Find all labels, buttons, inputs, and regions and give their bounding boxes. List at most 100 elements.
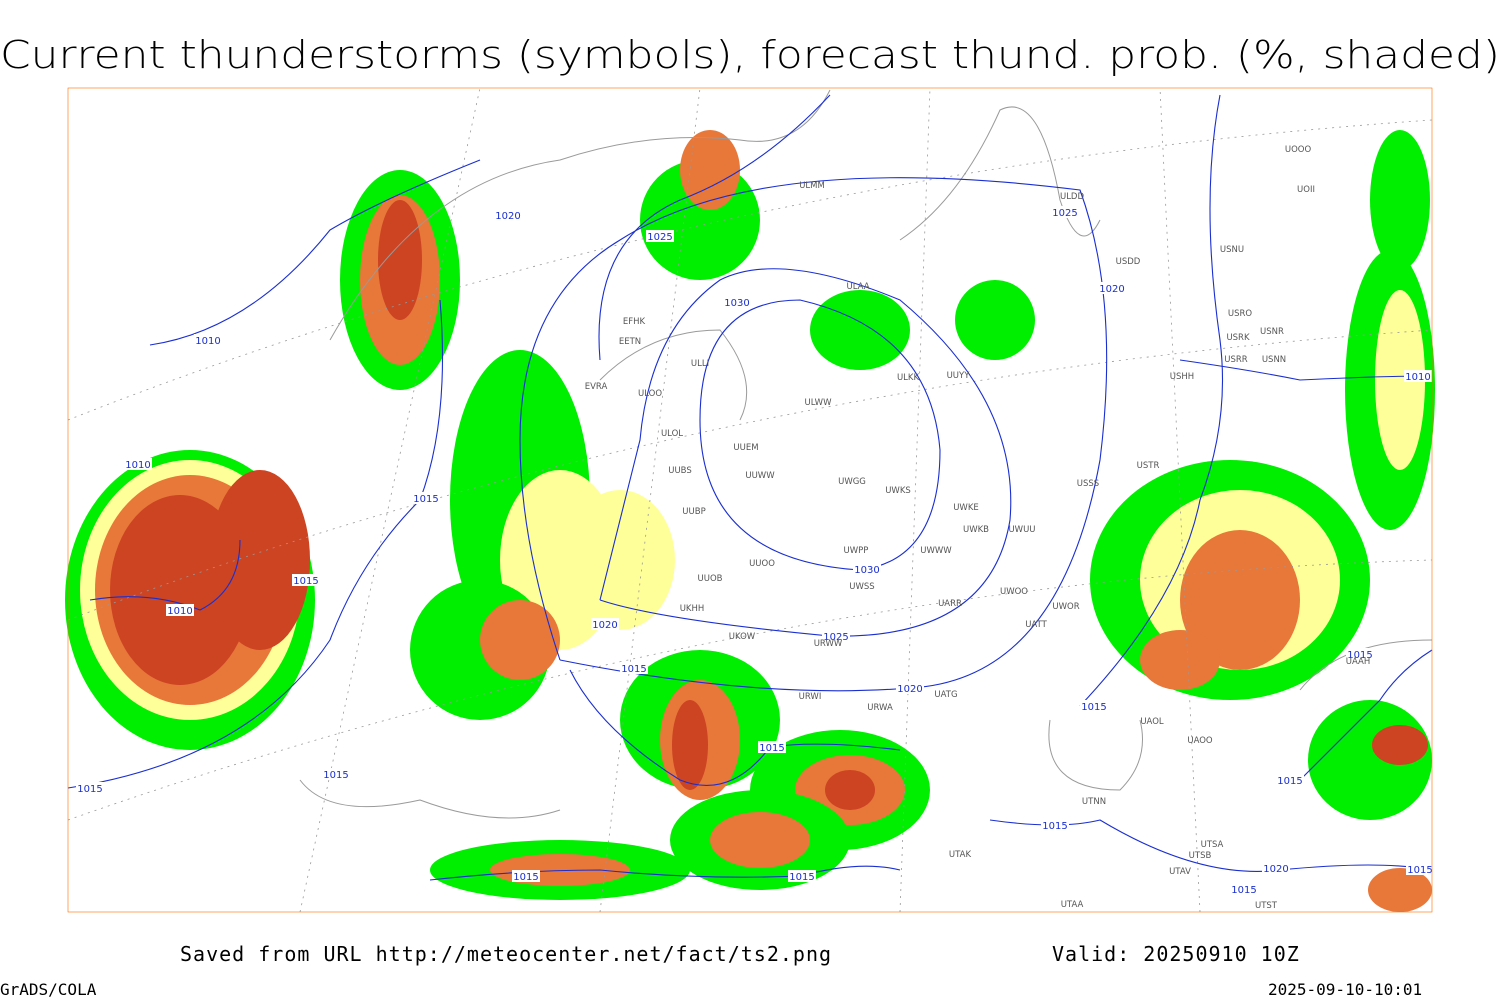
isobar-label-bg xyxy=(1262,862,1290,874)
station-code: UWWW xyxy=(920,546,952,556)
isobar-label: 1015 xyxy=(759,743,784,754)
shade-blob xyxy=(680,130,740,210)
station-code: UWSS xyxy=(849,582,874,592)
render-timestamp: 2025-09-10-10:01 xyxy=(1268,980,1422,999)
valid-time: Valid: 20250910 10Z xyxy=(1052,942,1300,966)
isobar-label: 1015 xyxy=(621,664,646,675)
station-code: UKHH xyxy=(680,604,705,614)
station-code: UARR xyxy=(938,599,962,609)
isobar-label: 1030 xyxy=(854,565,879,576)
station-code: UWKB xyxy=(963,525,989,535)
shade-blob xyxy=(480,600,560,680)
isobar-label: 1015 xyxy=(1042,821,1067,832)
station-code: UWOO xyxy=(1000,587,1028,597)
station-code: ULAA xyxy=(846,282,869,292)
shade-blob xyxy=(710,812,810,868)
station-code: UTNN xyxy=(1082,797,1106,807)
station-code: EETN xyxy=(619,337,641,347)
station-code: UAAH xyxy=(1346,657,1370,667)
isobar-label: 1015 xyxy=(1347,650,1372,661)
shade-blob xyxy=(210,470,310,650)
isobar-label-bg xyxy=(194,334,222,346)
station-code: USSS xyxy=(1077,479,1099,489)
isobar-label: 1015 xyxy=(413,494,438,505)
station-code: USDD xyxy=(1116,257,1141,267)
isobar-label: 1015 xyxy=(1277,776,1302,787)
station-code: ULDD xyxy=(1060,192,1085,202)
isobar-label-bg xyxy=(124,458,152,470)
station-code: UOII xyxy=(1297,185,1315,195)
isobar-label: 1025 xyxy=(647,232,672,243)
station-code: ULMM xyxy=(799,181,825,191)
isobar-label: 1020 xyxy=(897,684,922,695)
shade-blob xyxy=(1180,530,1300,670)
shade-blob xyxy=(1375,290,1425,470)
station-code: UTST xyxy=(1255,901,1278,911)
shade-blob xyxy=(565,490,675,630)
station-code: UWGG xyxy=(838,477,866,487)
station-code: USRO xyxy=(1228,309,1253,319)
isobar-label: 1015 xyxy=(77,784,102,795)
station-code: UUWW xyxy=(745,471,775,481)
isobar-label-bg xyxy=(758,741,786,753)
station-code: USNR xyxy=(1260,327,1284,337)
isobar-label-bg xyxy=(292,574,320,586)
isobar-label: 1015 xyxy=(1081,702,1106,713)
station-code: ULWW xyxy=(805,398,833,408)
isobar-label: 1015 xyxy=(1407,865,1432,876)
station-code: UUBS xyxy=(668,466,692,476)
source-url: Saved from URL http://meteocenter.net/fa… xyxy=(180,942,832,966)
isobar-label-bg xyxy=(646,230,674,242)
station-code: UUEM xyxy=(733,443,758,453)
station-code: ULOO xyxy=(638,389,662,399)
shade-blob xyxy=(825,770,875,810)
station-code: UUYY xyxy=(947,371,971,381)
isobar-label-bg xyxy=(1051,206,1079,218)
station-code: ULLI xyxy=(691,359,709,369)
coastlines xyxy=(299,89,1433,819)
software-credit: GrADS/COLA xyxy=(0,980,97,999)
shade-blob xyxy=(1140,630,1220,690)
isobar-label-bg xyxy=(1230,883,1258,895)
shade-blob xyxy=(1368,868,1432,912)
station-code: USNU xyxy=(1220,245,1244,255)
station-code: EVRA xyxy=(585,382,608,392)
station-code: USRK xyxy=(1226,333,1250,343)
isobar-label-bg xyxy=(1041,819,1069,831)
station-code: UOOO xyxy=(1285,145,1312,155)
isobar-label: 1015 xyxy=(513,872,538,883)
station-code: UUOB xyxy=(698,574,723,584)
station-code: UTAV xyxy=(1169,867,1191,877)
probability-shading xyxy=(65,130,1435,912)
isobar-label-bg xyxy=(1276,774,1304,786)
station-code: USRR xyxy=(1224,355,1248,365)
shade-blob xyxy=(810,290,910,370)
isobar-label-bg xyxy=(1346,648,1374,660)
shade-blob xyxy=(378,200,422,320)
isobar-label: 1010 xyxy=(1405,372,1430,383)
isobar-label: 1020 xyxy=(495,211,520,222)
shade-blob xyxy=(1370,130,1430,270)
isobar-label: 1010 xyxy=(125,460,150,471)
map-frame xyxy=(67,87,1433,913)
isobar-label-bg xyxy=(1404,370,1432,382)
isobar-label: 1020 xyxy=(592,620,617,631)
station-code: USHH xyxy=(1170,372,1194,382)
station-code: URWW xyxy=(814,639,843,649)
station-code: UWKE xyxy=(953,503,979,513)
isobar-label: 1010 xyxy=(195,336,220,347)
shade-blob xyxy=(1372,725,1428,765)
shade-blob xyxy=(490,854,630,886)
station-code: UWOR xyxy=(1052,602,1079,612)
station-code: UTAA xyxy=(1061,900,1084,910)
station-code: UAOO xyxy=(1187,736,1213,746)
isobar-label-bg xyxy=(1080,700,1108,712)
shade-blob xyxy=(672,700,708,790)
isobar-label-bg xyxy=(853,563,881,575)
station-code: UTSB xyxy=(1189,851,1212,861)
isobar-label-bg xyxy=(412,492,440,504)
station-code: UWUU xyxy=(1008,525,1035,535)
station-code: UUOO xyxy=(749,559,775,569)
